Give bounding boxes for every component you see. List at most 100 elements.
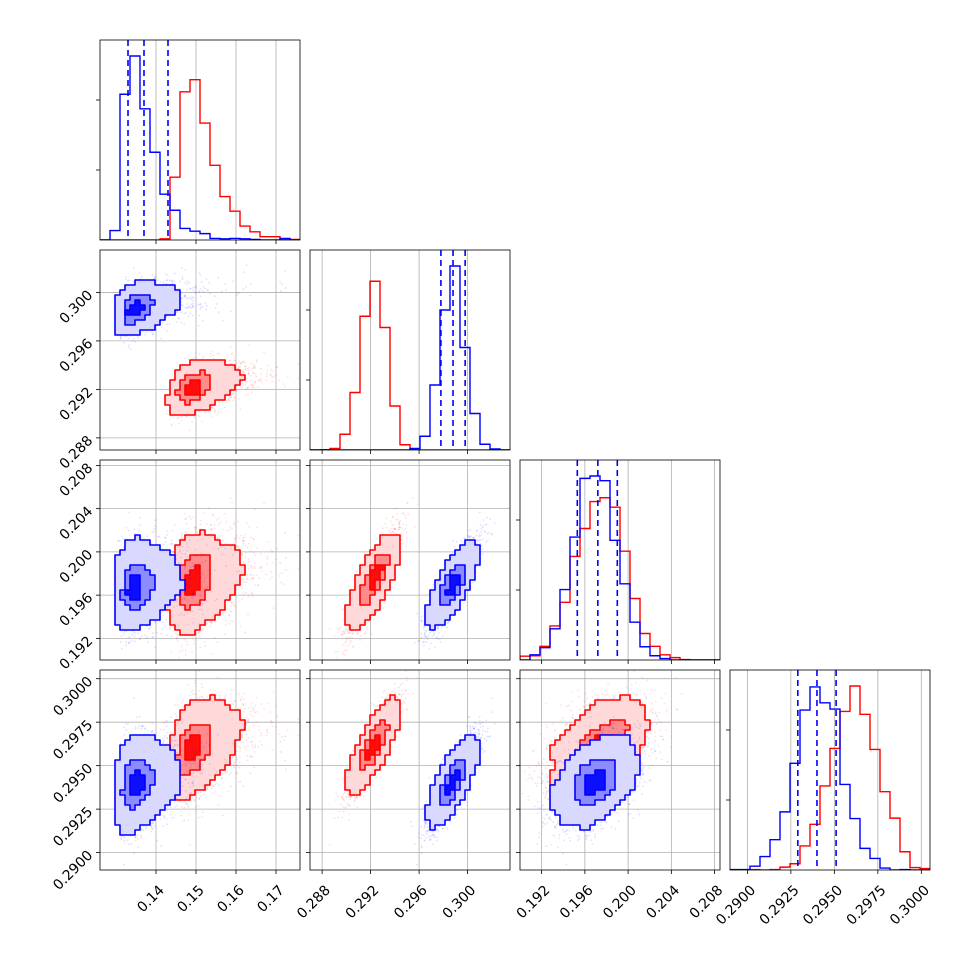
sample-point <box>194 291 197 293</box>
sample-point <box>244 365 247 368</box>
sample-point <box>151 274 154 276</box>
sample-point <box>238 292 241 295</box>
sample-point <box>185 307 188 309</box>
sample-point <box>120 337 122 340</box>
sample-point <box>260 553 262 556</box>
sample-point <box>242 271 245 274</box>
sample-point <box>187 305 190 308</box>
sample-point <box>236 367 238 369</box>
sample-point <box>253 381 256 384</box>
sample-point <box>228 398 231 401</box>
density-cell <box>155 320 161 326</box>
panel-2-2 <box>306 249 511 454</box>
sample-point <box>247 369 250 372</box>
density-cell <box>220 370 226 376</box>
density-cell <box>145 300 151 306</box>
density-cell <box>175 305 181 311</box>
density-cell <box>160 305 166 311</box>
sample-point <box>217 311 220 314</box>
sample-point <box>213 357 215 359</box>
sample-point <box>276 366 278 369</box>
density-cell <box>165 305 171 311</box>
sample-point <box>240 552 243 555</box>
sample-point <box>270 374 272 376</box>
sample-point <box>176 417 179 420</box>
sample-point <box>187 315 190 318</box>
sample-point <box>187 296 190 299</box>
sample-point <box>233 395 235 398</box>
sample-point <box>225 360 228 363</box>
sample-point <box>162 282 165 284</box>
sample-point <box>229 620 232 622</box>
density-cell <box>160 290 166 296</box>
sample-point <box>246 387 249 389</box>
sample-point <box>261 381 264 384</box>
density-cell <box>190 375 196 381</box>
sample-point <box>171 282 174 284</box>
density-cell <box>220 375 226 381</box>
density-cell <box>185 385 191 391</box>
sample-point <box>254 567 257 569</box>
sample-point <box>200 280 203 283</box>
density-cell <box>210 400 216 406</box>
density-cell <box>195 395 201 401</box>
sample-point <box>212 354 215 356</box>
density-cell <box>135 295 141 301</box>
density-cell <box>195 390 201 396</box>
sample-point <box>165 279 168 282</box>
density-cell <box>165 285 171 291</box>
density-cell <box>170 405 176 411</box>
sample-point <box>266 364 269 367</box>
density-cell <box>180 375 186 381</box>
sample-point <box>236 294 239 296</box>
sample-point <box>240 363 243 365</box>
density-cell <box>190 405 196 411</box>
density-cell <box>205 370 211 376</box>
sample-point <box>157 279 160 282</box>
density-cell <box>195 385 201 391</box>
sample-point <box>194 352 197 355</box>
density-cell <box>225 385 231 391</box>
density-cell <box>145 310 151 316</box>
sample-point <box>275 366 278 368</box>
sample-point <box>194 287 197 289</box>
sample-point <box>242 361 245 363</box>
sample-point <box>186 288 188 291</box>
density-cell <box>210 380 216 386</box>
sample-point <box>223 283 226 285</box>
sample-point <box>166 279 169 281</box>
contour-red-1 <box>164 359 246 416</box>
sample-point <box>284 270 287 272</box>
sample-point <box>224 542 227 545</box>
sample-point <box>242 369 245 372</box>
sample-point <box>221 402 224 405</box>
density-cell <box>220 380 226 386</box>
sample-point <box>187 358 190 361</box>
sample-point <box>201 319 204 322</box>
density-cell <box>195 360 201 366</box>
density-cell <box>140 320 146 326</box>
density-cell <box>115 325 121 331</box>
density-cell <box>125 325 131 331</box>
sample-point <box>185 415 188 418</box>
density-cell <box>195 365 201 371</box>
density-cell <box>205 390 211 396</box>
sample-point <box>246 387 249 390</box>
sample-point <box>238 365 240 368</box>
density-cell <box>170 385 176 391</box>
density-cell <box>140 325 146 331</box>
histogram-red <box>100 78 300 240</box>
sample-point <box>245 286 248 288</box>
sample-point <box>236 291 238 294</box>
density-cell <box>130 325 136 331</box>
density-cell <box>200 380 206 386</box>
sample-point <box>181 649 184 652</box>
sample-point <box>192 299 195 302</box>
sample-point <box>192 296 195 298</box>
sample-point <box>169 418 172 421</box>
density-cell <box>170 300 176 306</box>
density-cell <box>210 390 216 396</box>
y-tick-label: 0.296 <box>57 336 97 376</box>
panel-1-1 <box>96 39 301 244</box>
sample-point <box>184 654 187 656</box>
